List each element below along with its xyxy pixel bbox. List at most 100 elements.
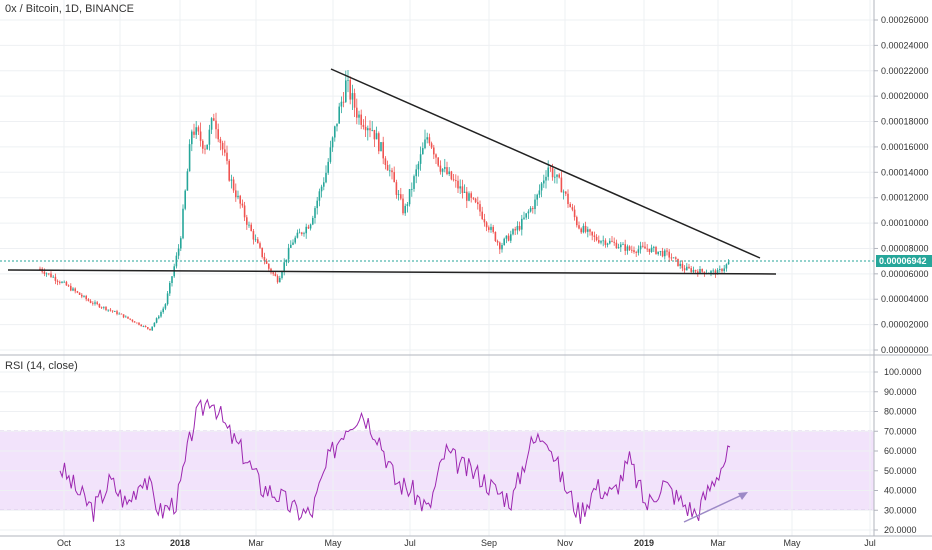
price-axis-label: 0.00018000 <box>881 117 929 127</box>
candle-body <box>697 271 699 274</box>
candle-body <box>521 218 523 230</box>
candle-body <box>349 79 351 100</box>
candle-body <box>556 174 558 177</box>
candle-body <box>353 93 356 108</box>
candle-body <box>591 231 593 236</box>
candle-body <box>631 249 633 251</box>
divergence-arrow-line[interactable] <box>683 493 745 523</box>
candle-body <box>254 239 257 241</box>
candle-body <box>435 154 437 158</box>
candle-body <box>138 322 140 325</box>
candle-body <box>633 250 635 253</box>
candle-body <box>276 276 279 283</box>
time-axis[interactable]: Oct 13 2018 Mar May Jul Sep Nov 2019 Mar May Jul <box>57 538 876 548</box>
support-trendline[interactable] <box>7 269 777 275</box>
candle-body <box>609 240 611 244</box>
candle-body <box>540 183 543 191</box>
candle-body <box>477 202 479 205</box>
candle-body <box>294 237 296 243</box>
candle-body <box>230 179 233 181</box>
candle-body <box>391 170 393 173</box>
rsi-axis-label: 90.0000 <box>884 387 917 397</box>
candle-body <box>268 263 270 269</box>
candle-body <box>360 114 362 125</box>
candle-body <box>661 251 664 257</box>
candle-body <box>382 142 384 159</box>
candle-body <box>292 242 294 245</box>
candle-body <box>408 189 411 205</box>
candle-body <box>512 229 514 235</box>
candle-body <box>494 231 497 241</box>
symbol-title[interactable]: 0x / Bitcoin, 1D, BINANCE <box>5 3 134 15</box>
candle-body <box>571 207 574 210</box>
candle-body <box>89 300 92 303</box>
candle-body <box>664 250 666 257</box>
candle-body <box>653 246 655 248</box>
candle-body <box>235 190 237 198</box>
candle-body <box>554 176 556 178</box>
candle-body <box>457 180 459 189</box>
candle-body <box>364 126 367 131</box>
candle-body <box>639 245 642 250</box>
candle-body <box>397 194 400 196</box>
candle-body <box>290 244 292 248</box>
candle-body <box>202 140 204 149</box>
rsi-axis[interactable]: 100.0000 90.0000 80.0000 70.0000 60.0000 50.0… <box>874 367 922 535</box>
price-axis-label: 0.00012000 <box>881 193 929 203</box>
candle-body <box>565 191 567 194</box>
price-axis-label: 0.00014000 <box>881 167 929 177</box>
candle-body <box>441 168 444 172</box>
candle-body <box>415 169 417 177</box>
candle-body <box>659 251 662 252</box>
candle-body <box>87 299 90 301</box>
descending-trendline[interactable] <box>330 68 761 259</box>
candle-body <box>551 168 554 178</box>
candle-body <box>536 194 538 200</box>
trendlines[interactable] <box>7 68 777 275</box>
candle-body <box>518 225 521 230</box>
candle-body <box>316 200 318 209</box>
candle-body <box>144 325 147 328</box>
candle-body <box>149 328 151 331</box>
time-axis-label: 2018 <box>170 538 190 548</box>
time-axis-label: Mar <box>248 538 264 548</box>
candle-body <box>417 163 420 170</box>
candle-body <box>158 316 160 319</box>
candle-body <box>250 224 252 232</box>
candle-body <box>323 182 325 187</box>
candle-body <box>422 148 424 155</box>
candle-body <box>351 93 354 100</box>
candle-body <box>699 269 701 274</box>
candle-body <box>100 307 103 309</box>
candle-body <box>492 226 494 232</box>
candle-body <box>76 291 79 293</box>
candle-body <box>274 273 277 277</box>
time-axis-label: Sep <box>481 538 497 548</box>
candle-body <box>613 241 615 243</box>
candle-body <box>386 164 389 171</box>
candle-body <box>177 248 180 256</box>
last-price-tag <box>876 255 932 267</box>
candle-body <box>466 191 468 201</box>
candle-body <box>474 198 477 203</box>
candle-body <box>94 302 96 304</box>
price-axis[interactable]: 0.00026000 0.00024000 0.00022000 0.00020000… <box>874 15 929 355</box>
candle-body <box>78 292 81 295</box>
price-pane[interactable] <box>0 0 874 354</box>
candle-body <box>573 209 576 218</box>
candle-body <box>63 281 65 283</box>
candle-body <box>195 127 197 135</box>
candle-body <box>74 288 76 292</box>
candle-body <box>98 304 101 308</box>
candle-body <box>507 235 510 241</box>
candle-body <box>426 137 428 140</box>
price-axis-label: 0.00026000 <box>881 15 929 25</box>
candle-body <box>683 268 686 271</box>
candle-body <box>103 306 105 308</box>
candle-body <box>85 295 87 300</box>
rsi-title[interactable]: RSI (14, close) <box>5 360 78 372</box>
candle-body <box>525 213 527 218</box>
candle-body <box>578 225 580 229</box>
candle-body <box>648 248 651 253</box>
